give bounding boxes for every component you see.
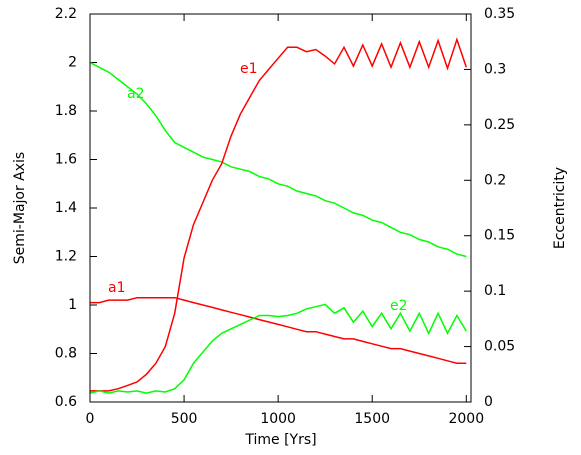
y-tick-label: 2.2 [55,6,77,22]
y-tick-label: 1.6 [55,152,77,168]
y-tick-label: 1.8 [55,103,77,119]
y2-tick-label: 0.15 [484,228,515,244]
y-tick-label: 0.6 [55,394,77,410]
x-axis-label: Time [Yrs] [244,432,316,448]
y2-tick-label: 0.35 [484,6,515,22]
y-tick-label: 1 [68,297,77,313]
x-tick-label: 500 [171,411,198,427]
series-label: e1 [240,61,258,77]
x-tick-label: 1500 [354,411,390,427]
series-line [89,61,467,258]
series-line [90,37,468,392]
y-tick-label: 2 [68,55,77,71]
y-tick-label: 0.8 [55,346,77,362]
y2-tick-label: 0.1 [484,283,506,299]
series-line [90,296,467,364]
series-label: a2 [127,86,145,102]
y2-tick-label: 0.3 [484,61,506,77]
y2-tick-label: 0.2 [484,172,506,188]
y-axis-label: Semi-Major Axis [12,152,28,264]
y-tick-label: 1.4 [55,200,77,216]
x-tick-label: 1000 [260,411,296,427]
y2-tick-label: 0.05 [484,339,515,355]
series-line [89,303,467,394]
y2-tick-label: 0.25 [484,117,515,133]
x-tick-label: 2000 [448,411,484,427]
y2-tick-label: 0 [484,394,493,410]
series-label: a1 [108,280,126,296]
plot-frame [89,13,472,403]
x-tick-label: 0 [86,411,95,427]
series-label: e2 [390,298,408,314]
y-tick-label: 1.2 [55,249,77,265]
y2-axis-label: Eccentricity [552,167,568,249]
